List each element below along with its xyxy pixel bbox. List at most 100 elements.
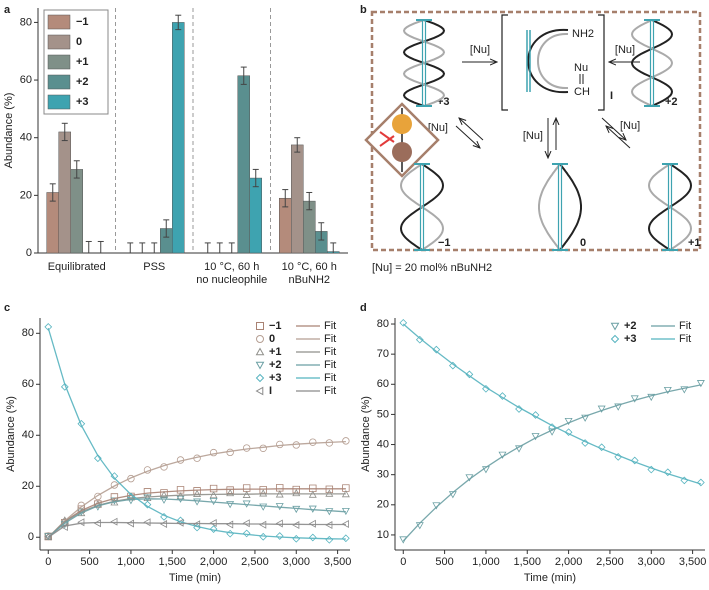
arrow-label: [Nu] <box>428 122 448 134</box>
legend-label: +1 <box>76 56 89 68</box>
y-tick-label: 40 <box>22 429 34 441</box>
data-point <box>696 380 705 388</box>
x-tick-label: 3,500 <box>324 556 352 568</box>
data-point <box>325 485 334 494</box>
data-point <box>143 500 152 509</box>
legend-label: +2 <box>624 320 637 332</box>
legend-swatch <box>47 14 71 30</box>
strand <box>559 163 582 251</box>
data-point <box>614 403 623 411</box>
data-point <box>126 519 134 528</box>
error-bar <box>204 242 211 253</box>
y-tick-label: 20 <box>377 499 389 511</box>
data-point <box>160 463 168 471</box>
data-point <box>259 444 267 452</box>
legend-marker <box>255 347 265 356</box>
bar <box>237 75 250 254</box>
bar <box>249 177 262 254</box>
arrow <box>601 117 626 140</box>
nucleophile-label: Nu <box>574 62 588 74</box>
data-point <box>275 519 283 528</box>
error-bar <box>139 242 146 253</box>
data-point <box>60 382 69 391</box>
state-label: −1 <box>438 237 451 249</box>
data-point <box>548 428 557 436</box>
y-tick-label: 50 <box>377 408 389 420</box>
data-point <box>60 523 68 532</box>
strand <box>399 163 445 251</box>
y-tick-label: 80 <box>377 318 389 330</box>
data-point <box>342 534 350 543</box>
legend-swatch <box>47 74 71 90</box>
legend-label: Fit <box>679 320 691 332</box>
data-point <box>325 439 334 447</box>
data-point <box>276 484 284 492</box>
data-point <box>126 497 135 505</box>
panel-label: c <box>4 302 10 314</box>
legend-label: −1 <box>269 320 282 332</box>
fit-line <box>402 323 702 485</box>
y-tick-label: 30 <box>377 469 389 481</box>
error-bar <box>151 242 158 253</box>
fit-line <box>47 440 346 538</box>
scheme: NH2 Nu CH I [Nu] [Nu] [Nu] [Nu] [Nu] +3 … <box>364 10 702 274</box>
fit-line <box>47 328 346 540</box>
strand <box>527 28 569 94</box>
y-tick-label: 0 <box>28 531 34 543</box>
y-tick-label: 40 <box>20 132 32 144</box>
rotor <box>392 114 412 134</box>
data-point <box>399 318 408 327</box>
data-point <box>564 428 573 437</box>
data-point <box>482 384 490 393</box>
data-point <box>209 525 218 533</box>
error-bar <box>85 240 92 253</box>
data-point <box>209 448 218 457</box>
error-bar <box>127 242 134 253</box>
data-point <box>242 444 251 452</box>
strand <box>537 32 569 90</box>
data-point <box>581 414 590 422</box>
error-bar <box>282 189 289 208</box>
fit-line <box>47 521 346 538</box>
x-tick-label: 500 <box>435 556 453 568</box>
bar <box>58 131 71 254</box>
x-axis-title: Time (min) <box>524 572 576 584</box>
x-tick-label: 3,500 <box>679 556 707 568</box>
bar <box>291 144 304 254</box>
strand <box>538 163 561 251</box>
error-bar <box>216 242 223 253</box>
intermediate-label: I <box>610 90 613 102</box>
data-point <box>193 498 202 506</box>
data-point <box>292 534 301 543</box>
y-tick-label: 80 <box>20 16 32 28</box>
bracket <box>501 14 605 111</box>
fit-line <box>47 498 346 538</box>
legend-label: −1 <box>76 16 89 28</box>
data-point <box>159 520 168 528</box>
data-point <box>663 386 672 395</box>
arrow <box>459 118 484 141</box>
scissors <box>379 131 395 147</box>
error-bar <box>61 122 68 142</box>
data-point <box>143 494 152 502</box>
bar <box>172 22 185 254</box>
fit-line <box>402 384 702 542</box>
data-point <box>77 518 85 527</box>
data-point <box>630 456 639 465</box>
data-point <box>292 489 301 497</box>
data-point <box>531 411 540 419</box>
data-point <box>309 438 317 446</box>
data-point <box>564 418 573 426</box>
strand <box>630 19 674 107</box>
data-point <box>127 474 135 483</box>
panel-label: d <box>360 302 367 314</box>
data-point <box>209 484 218 493</box>
x-tick-label: 3,000 <box>283 556 311 568</box>
data-point <box>193 454 201 462</box>
imine-label: CH <box>574 86 590 98</box>
data-point <box>630 395 639 403</box>
scheme-border <box>370 10 702 252</box>
data-point <box>275 532 284 540</box>
data-point <box>93 519 101 528</box>
caption: [Nu] = 20 mol% nBuNH2 <box>372 262 492 274</box>
